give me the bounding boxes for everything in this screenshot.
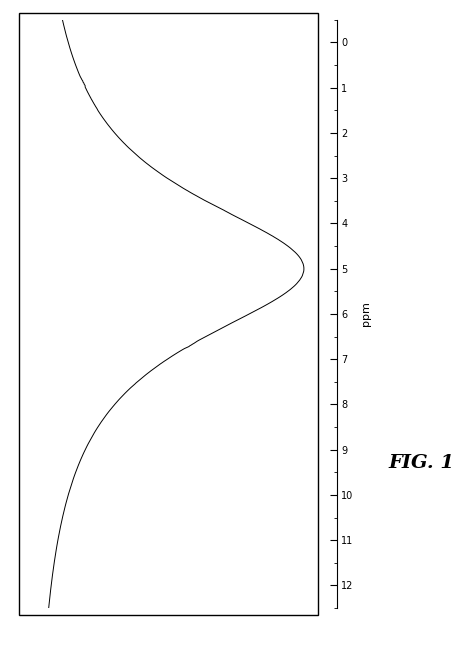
Text: FIG. 1: FIG. 1 bbox=[389, 453, 455, 472]
Y-axis label: ppm: ppm bbox=[361, 301, 371, 327]
